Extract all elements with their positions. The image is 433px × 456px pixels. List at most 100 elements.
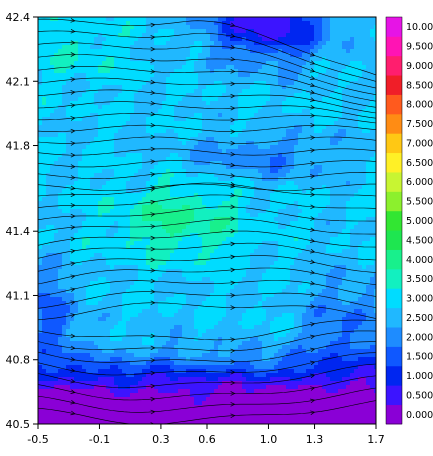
- field-cell: [150, 65, 155, 70]
- field-cell: [110, 153, 115, 158]
- field-cell: [46, 185, 51, 190]
- field-cell: [258, 17, 263, 22]
- field-cell: [78, 245, 83, 250]
- field-cell: [146, 73, 151, 78]
- field-cell: [106, 201, 111, 206]
- field-cell: [162, 41, 167, 46]
- field-cell: [58, 113, 63, 118]
- field-cell: [46, 77, 51, 82]
- field-cell: [262, 161, 267, 166]
- field-cell: [74, 85, 79, 90]
- field-cell: [286, 145, 291, 150]
- field-cell: [262, 65, 267, 70]
- field-cell: [322, 21, 327, 26]
- field-cell: [366, 157, 371, 162]
- field-cell: [218, 173, 223, 178]
- field-cell: [82, 29, 87, 34]
- field-cell: [326, 17, 331, 22]
- field-cell: [186, 125, 191, 130]
- field-cell: [90, 29, 95, 34]
- field-cell: [142, 109, 147, 114]
- field-cell: [266, 157, 271, 162]
- field-cell: [358, 57, 363, 62]
- field-cell: [374, 109, 376, 114]
- field-cell: [174, 65, 179, 70]
- field-cell: [198, 17, 203, 22]
- field-cell: [182, 117, 187, 122]
- field-cell: [118, 189, 123, 194]
- field-cell: [126, 93, 131, 98]
- field-cell: [254, 49, 259, 54]
- field-cell: [334, 105, 339, 110]
- field-cell: [246, 165, 251, 170]
- field-cell: [346, 185, 351, 190]
- field-cell: [74, 229, 79, 234]
- field-cell: [198, 101, 203, 106]
- field-cell: [358, 137, 363, 142]
- field-cell: [198, 45, 203, 50]
- field-cell: [242, 45, 247, 50]
- field-cell: [50, 221, 55, 226]
- field-cell: [326, 165, 331, 170]
- field-cell: [286, 217, 291, 222]
- field-cell: [286, 201, 291, 206]
- field-cell: [198, 177, 203, 182]
- field-cell: [94, 189, 99, 194]
- field-cell: [46, 249, 51, 254]
- field-cell: [134, 193, 139, 198]
- field-cell: [206, 241, 211, 246]
- field-cell: [130, 17, 135, 22]
- field-cell: [110, 205, 115, 210]
- field-cell: [174, 41, 179, 46]
- field-cell: [66, 149, 71, 154]
- field-cell: [286, 69, 291, 74]
- field-cell: [346, 89, 351, 94]
- field-cell: [118, 153, 123, 158]
- field-cell: [194, 73, 199, 78]
- field-cell: [362, 125, 367, 130]
- field-cell: [214, 141, 219, 146]
- field-cell: [246, 169, 251, 174]
- field-cell: [62, 189, 67, 194]
- field-cell: [138, 145, 143, 150]
- field-cell: [46, 229, 51, 234]
- field-cell: [210, 21, 215, 26]
- field-cell: [262, 141, 267, 146]
- field-cell: [54, 89, 59, 94]
- field-cell: [38, 173, 43, 178]
- field-cell: [298, 185, 303, 190]
- field-cell: [258, 229, 263, 234]
- field-cell: [294, 221, 299, 226]
- field-cell: [126, 73, 131, 78]
- field-cell: [182, 161, 187, 166]
- field-cell: [306, 201, 311, 206]
- field-cell: [354, 29, 359, 34]
- field-cell: [170, 113, 175, 118]
- field-cell: [226, 233, 231, 238]
- field-cell: [118, 45, 123, 50]
- field-cell: [130, 197, 135, 202]
- field-cell: [366, 149, 371, 154]
- field-cell: [70, 93, 75, 98]
- field-cell: [186, 97, 191, 102]
- field-cell: [310, 201, 315, 206]
- field-cell: [266, 197, 271, 202]
- field-cell: [338, 189, 343, 194]
- field-cell: [162, 53, 167, 58]
- field-cell: [98, 93, 103, 98]
- field-cell: [74, 145, 79, 150]
- field-cell: [286, 205, 291, 210]
- field-cell: [150, 117, 155, 122]
- field-cell: [98, 45, 103, 50]
- field-cell: [146, 61, 151, 66]
- field-cell: [150, 161, 155, 166]
- field-cell: [306, 241, 311, 246]
- field-cell: [262, 49, 267, 54]
- field-cell: [50, 161, 55, 166]
- field-cell: [278, 49, 283, 54]
- field-cell: [186, 201, 191, 206]
- field-cell: [162, 237, 167, 242]
- field-cell: [306, 153, 311, 158]
- field-cell: [298, 33, 303, 38]
- field-cell: [242, 113, 247, 118]
